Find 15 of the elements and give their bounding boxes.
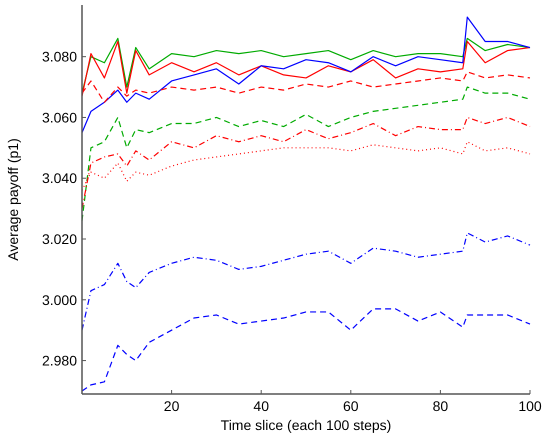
y-axis-title: Average payoff (p1) [5,138,21,261]
x-tick-label: 80 [432,398,448,414]
x-tick-label: 40 [253,398,270,414]
y-tick-label: 3.020 [42,231,78,248]
y-tick-label: 3.080 [42,48,78,65]
x-tick-label: 60 [343,398,359,414]
x-axis-title: Time slice (each 100 steps) [220,417,392,433]
y-tick-label: 3.000 [42,292,78,308]
x-tick-label: 20 [164,398,180,414]
line-series [81,308,531,392]
y-tick-label: 3.060 [42,109,78,126]
y-tick-label: 2.980 [42,352,78,369]
x-tick-label: 100 [518,398,542,414]
y-tick-label: 3.040 [42,170,78,186]
line-series [81,16,531,134]
